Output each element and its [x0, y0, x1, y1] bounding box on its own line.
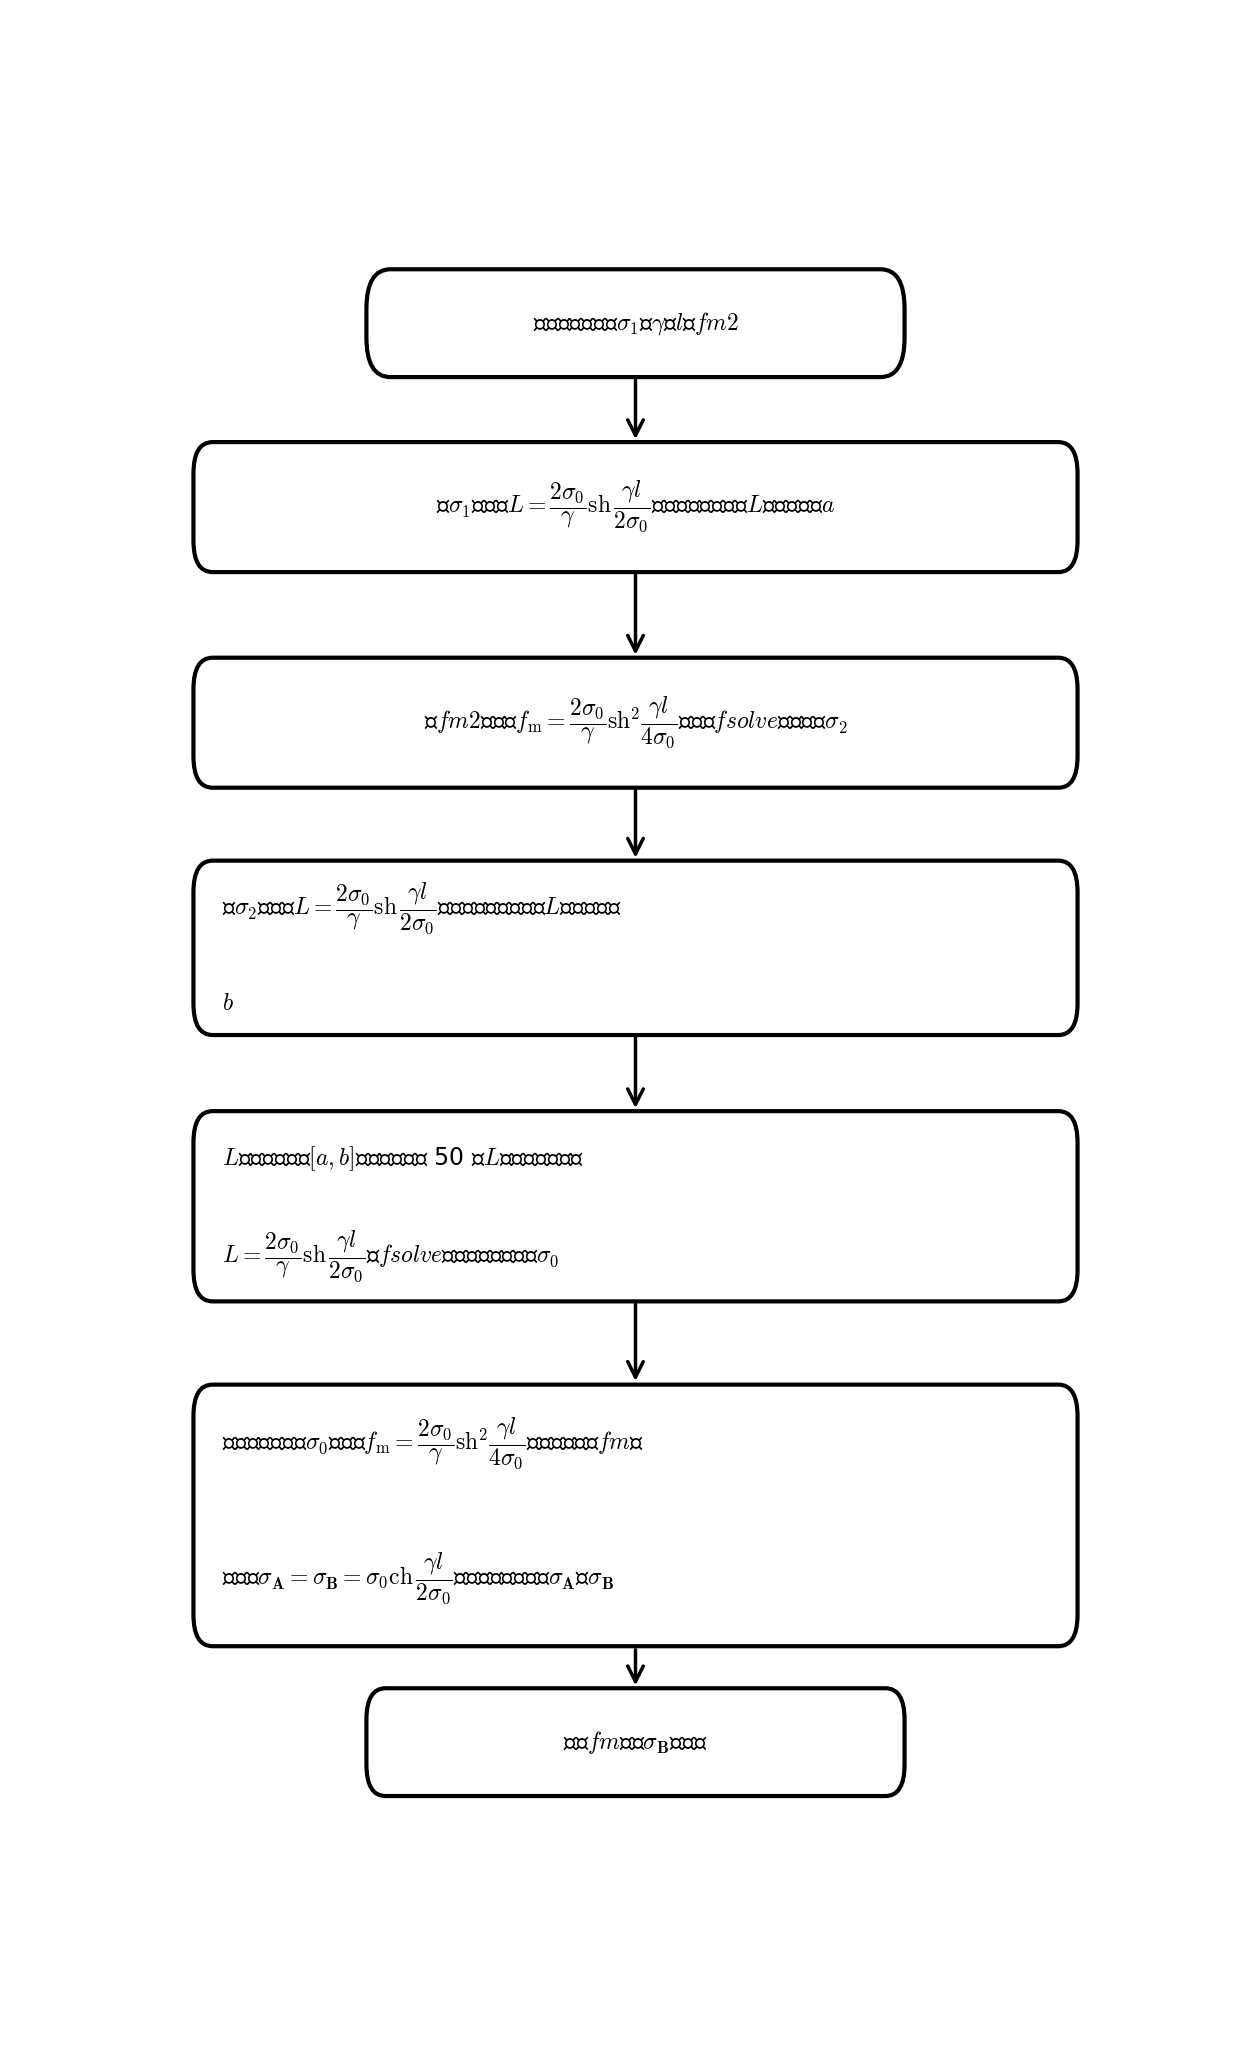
FancyBboxPatch shape — [193, 861, 1078, 1036]
FancyBboxPatch shape — [367, 270, 905, 377]
Text: 将$\mathbf{\sigma_2}$代入式$L=\dfrac{2\sigma_0}{\gamma}\mathrm{sh}\,\dfrac{\gamma l}: 将$\mathbf{\sigma_2}$代入式$L=\dfrac{2\sigma… — [222, 881, 621, 935]
Text: 代入式$\mathbf{\sigma_A}=\mathbf{\sigma_B}=\sigma_0\mathrm{ch}\,\dfrac{\gamma l}{2\: 代入式$\mathbf{\sigma_A}=\mathbf{\sigma_B}=… — [222, 1552, 614, 1606]
FancyBboxPatch shape — [193, 1112, 1078, 1301]
Text: 将$\mathbf{\sigma_1}$代入式$L=\dfrac{2\sigma_0}{\gamma}\mathrm{sh}\,\dfrac{\gamma l}: 将$\mathbf{\sigma_1}$代入式$L=\dfrac{2\sigma… — [436, 480, 835, 535]
Text: $L=\dfrac{2\sigma_0}{\gamma}\mathrm{sh}\,\dfrac{\gamma l}{2\sigma_0}$用$\mathit{f: $L=\dfrac{2\sigma_0}{\gamma}\mathrm{sh}\… — [222, 1229, 559, 1285]
Text: 将$\mathit{fm2}$代入式$f_{\mathrm{m}}=\dfrac{2\sigma_0}{\gamma}\mathrm{sh}^2\dfrac{\: 将$\mathit{fm2}$代入式$f_{\mathrm{m}}=\dfrac… — [424, 696, 847, 749]
FancyBboxPatch shape — [193, 443, 1078, 572]
Text: 将上一步求得的$\mathbf{\sigma_0}$代入式$f_{\mathrm{m}}=\dfrac{2\sigma_0}{\gamma}\mathrm{sh: 将上一步求得的$\mathbf{\sigma_0}$代入式$f_{\mathrm… — [222, 1417, 645, 1472]
FancyBboxPatch shape — [367, 1688, 905, 1795]
FancyBboxPatch shape — [193, 657, 1078, 789]
FancyBboxPatch shape — [193, 1384, 1078, 1647]
Text: $b$: $b$ — [222, 990, 234, 1015]
Text: 绘制$\mathit{fm}$关于$\mathbf{\sigma_B}$的图像: 绘制$\mathit{fm}$关于$\mathbf{\sigma_B}$的图像 — [563, 1730, 708, 1756]
Text: 输入已知参数：$\mathbf{\sigma}_\mathbf{1}$，$\mathbf{\gamma}$，$\mathbf{\mathit{l}}$，$\ma: 输入已知参数：$\mathbf{\sigma}_\mathbf{1}$，$\ma… — [532, 309, 739, 338]
Text: $L$的取值范围为$[a,b]$，在此区间取 50 个$L$的值，并代入式: $L$的取值范围为$[a,b]$，在此区间取 50 个$L$的值，并代入式 — [222, 1145, 584, 1174]
